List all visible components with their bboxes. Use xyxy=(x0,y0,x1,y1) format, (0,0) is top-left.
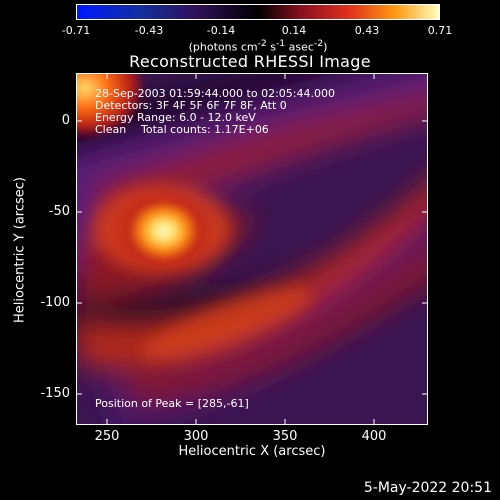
detectors-info: Detectors: 3F 4F 5F 6F 7F 8F, Att 0 xyxy=(95,99,287,112)
y-tick-label: 0 xyxy=(61,113,70,128)
colorbar-tick-label: 0.14 xyxy=(281,24,307,37)
colorbar-tick-label: -0.71 xyxy=(61,24,91,37)
colorbar-tick-label: -0.14 xyxy=(206,24,236,37)
x-tick-label: 400 xyxy=(361,429,387,444)
x-axis-label: Heliocentric X (arcsec) xyxy=(178,444,326,459)
y-tick-label: -100 xyxy=(40,295,70,310)
image-canvas xyxy=(77,74,427,424)
peak-position: Position of Peak = [285,-61] xyxy=(95,397,249,410)
colorbar-tick-label: -0.43 xyxy=(134,24,164,37)
rhessi-image: 28-Sep-2003 01:59:44.000 to 02:05:44.000… xyxy=(76,73,428,425)
total-counts: Total counts: 1.17E+06 xyxy=(141,123,269,136)
colorbar xyxy=(76,4,440,20)
reconstruction-method: Clean xyxy=(95,123,127,136)
colorbar-tick-label: 0.43 xyxy=(354,24,380,37)
plot-timestamp: 5-May-2022 20:51 xyxy=(363,480,492,496)
energy-range: Energy Range: 6.0 - 12.0 keV xyxy=(95,111,256,124)
x-tick-label: 350 xyxy=(272,429,298,444)
x-tick-label: 300 xyxy=(183,429,209,444)
image-title: Reconstructed RHESSI Image xyxy=(129,52,371,71)
y-tick-label: -150 xyxy=(40,386,70,401)
colorbar-tick-label: 0.71 xyxy=(427,24,453,37)
y-axis-label: Heliocentric Y (arcsec) xyxy=(12,177,28,323)
corner-source xyxy=(77,74,145,138)
observation-time: 28-Sep-2003 01:59:44.000 to 02:05:44.000 xyxy=(95,87,335,100)
y-tick-label: -50 xyxy=(48,204,70,219)
colorbar-units: (photons cm-2 s-1 asec-2) xyxy=(188,38,328,54)
emission-peak xyxy=(119,193,209,269)
x-tick-label: 250 xyxy=(94,429,120,444)
